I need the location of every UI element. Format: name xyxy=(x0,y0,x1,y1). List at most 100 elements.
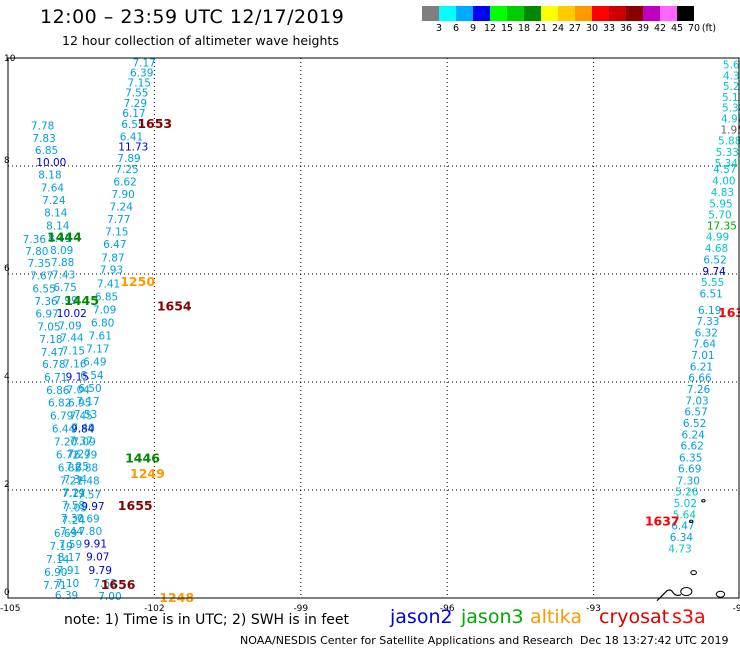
wave-height-label: 6.85 xyxy=(95,292,118,304)
legend-bin-label: 45 xyxy=(670,23,684,34)
wave-height-label: 5.70 xyxy=(708,210,731,222)
wave-height-label: 10.00 xyxy=(36,157,66,169)
wave-height-label: 7.09 xyxy=(58,320,81,332)
wave-height-label: 4.73 xyxy=(668,543,691,555)
wave-height-label: 10.02 xyxy=(57,308,87,320)
wave-height-label: 7.26 xyxy=(687,384,711,396)
wave-height-label: 6.51 xyxy=(699,288,722,300)
legend-swatch xyxy=(643,6,660,21)
wave-height-label: 7.21 xyxy=(63,488,86,500)
legend-swatch xyxy=(456,6,473,21)
wave-height-label: 6.47 xyxy=(671,521,694,533)
wave-height-label: 7.64 xyxy=(41,183,65,195)
wave-height-label: 7.44 xyxy=(60,333,84,345)
wave-height-label: 7.27 xyxy=(68,448,91,460)
legend-bin-label: 3 xyxy=(435,23,443,34)
wave-height-label: 7.01 xyxy=(691,350,714,362)
wave-height-label: 6.66 xyxy=(688,373,712,385)
legend-bin-label: 27 xyxy=(568,23,582,34)
legend-swatch xyxy=(660,6,677,21)
wave-height-label: 7.04 xyxy=(67,385,91,397)
wave-height-label: 6.69 xyxy=(678,463,701,475)
wave-height-label: 6.99 xyxy=(74,449,97,461)
pass-number-label: 1250 xyxy=(120,274,155,289)
lat-tick-label: 0 xyxy=(4,588,10,598)
wave-height-label: 6.52 xyxy=(683,418,706,430)
wave-height-label: 4.57 xyxy=(713,164,736,176)
wave-height-label: 7.33 xyxy=(696,316,719,328)
wave-height-label: 5.33 xyxy=(716,147,739,159)
pass-number-label: 1445 xyxy=(64,293,99,308)
coastline-shape xyxy=(656,589,682,602)
wave-height-label: 7.20 xyxy=(54,436,77,448)
wave-height-label: 7.61 xyxy=(89,331,112,343)
wave-height-label: 9.74 xyxy=(702,266,726,278)
wave-height-label: 7.03 xyxy=(685,395,708,407)
legend-swatch xyxy=(609,6,626,21)
wave-height-label: 6.82 xyxy=(48,398,71,410)
wave-height-label: 5.22 xyxy=(723,81,740,93)
wave-height-label: 7.35 xyxy=(28,258,51,270)
footer-credit: NOAA/NESDIS Center for Satellite Applica… xyxy=(240,634,574,647)
wave-height-label: 7.45 xyxy=(69,410,92,422)
wave-height-label: 6.17 xyxy=(122,108,145,120)
wave-height-label: 9.84 xyxy=(71,423,95,435)
legend-bin-label: 9 xyxy=(469,23,477,34)
wave-height-label: 6.49 xyxy=(83,356,106,368)
wave-height-label: 7.17 xyxy=(86,344,109,356)
footer-timestamp: Dec 18 13:27:42 UTC 2019 xyxy=(580,634,729,647)
legend-bin-label: 70 xyxy=(687,23,701,34)
wave-height-label: 17.35 xyxy=(707,220,737,232)
wave-height-label: 7.24 xyxy=(62,515,86,527)
wave-height-label: 7.59 xyxy=(59,539,82,551)
wave-height-label: 6.62 xyxy=(680,441,703,453)
wave-height-label: 7.24 xyxy=(42,195,66,207)
wave-height-label: 6.97 xyxy=(35,308,58,320)
pass-number-label: 1638 xyxy=(718,305,740,320)
wave-height-label: 9.07 xyxy=(86,551,109,563)
wave-height-label: 9.15 xyxy=(66,372,89,384)
wave-height-label: 6.90 xyxy=(44,567,67,579)
wave-height-label: 6.35 xyxy=(679,453,702,465)
lat-tick-label: 10 xyxy=(4,54,16,64)
lat-tick-label: 4 xyxy=(4,372,10,382)
wave-height-label: 6.75 xyxy=(53,282,76,294)
wave-height-label: 5.34 xyxy=(715,158,739,170)
wave-height-label: 7.25 xyxy=(115,164,138,176)
wave-height-label: 6.62 xyxy=(113,177,136,189)
wave-height-label: 6.32 xyxy=(695,327,718,339)
mission-label-jason2: jason2 xyxy=(390,606,453,628)
wave-height-label: 6.21 xyxy=(690,361,713,373)
wave-height-label: 7.47 xyxy=(41,347,64,359)
wave-height-label: 5.95 xyxy=(709,198,732,210)
legend-swatch xyxy=(677,6,694,21)
wave-height-label: 5.66 xyxy=(723,59,740,71)
wave-height-label: 7.80 xyxy=(79,526,102,538)
wave-height-label: 7.36 xyxy=(34,296,58,308)
lon-tick-label: -105 xyxy=(0,604,20,614)
wave-height-label: 6.57 xyxy=(684,407,707,419)
wave-height-label: 8.17 xyxy=(58,552,81,564)
wave-height-label: 6.24 xyxy=(681,429,705,441)
wave-height-label: 7.91 xyxy=(57,565,80,577)
wave-height-label: 7.57 xyxy=(78,489,101,501)
legend-bin-label: 39 xyxy=(636,23,650,34)
wave-height-label: 7.63 xyxy=(93,578,116,590)
legend-swatch xyxy=(541,6,558,21)
wave-height-label: 7.15 xyxy=(105,226,128,238)
legend-bin-label: 33 xyxy=(602,23,616,34)
wave-height-label: 7.05 xyxy=(37,321,60,333)
wave-height-label: 6.44 xyxy=(52,423,76,435)
wave-height-label: 7.17 xyxy=(76,396,99,408)
wave-height-label: 7.78 xyxy=(31,121,54,133)
legend-bin-label: 36 xyxy=(619,23,633,34)
wave-height-label: 7.90 xyxy=(111,189,134,201)
island-shape xyxy=(701,499,706,503)
wave-height-label: 6.39 xyxy=(130,68,153,80)
lon-tick-label: -90 xyxy=(733,604,740,614)
wave-height-label: 5.88 xyxy=(718,136,740,148)
wave-height-label: 7.00 xyxy=(98,591,121,603)
legend-swatch xyxy=(490,6,507,21)
legend-bin-label: 24 xyxy=(551,23,565,34)
